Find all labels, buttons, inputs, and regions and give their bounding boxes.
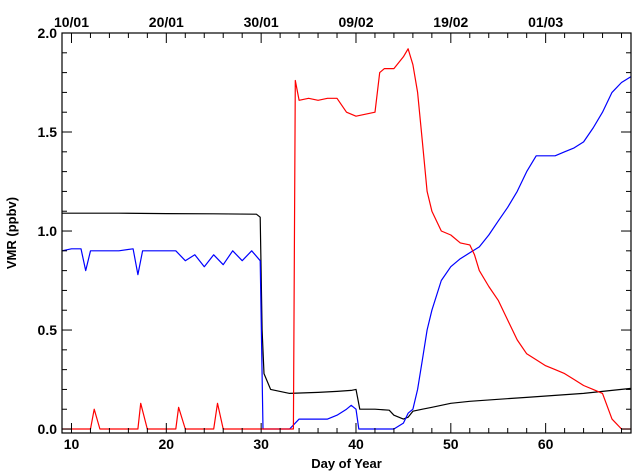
y-axis-title: VMR (ppbv): [4, 197, 19, 269]
y-tick-label: 2.0: [38, 25, 58, 41]
top-date-label: 19/02: [433, 14, 468, 30]
x-tick-label: 20: [159, 436, 175, 452]
y-tick-label: 1.5: [38, 124, 58, 140]
series-line-2: [62, 48, 631, 430]
plot-frame: [61, 32, 632, 434]
top-date-label: 09/02: [338, 14, 373, 30]
x-tick-label: 40: [348, 436, 364, 452]
ticks-layer: [62, 32, 631, 433]
series-layer: [61, 48, 632, 430]
y-tick-label: 0.5: [38, 322, 58, 338]
tick-labels-layer: 10 20 30 40 50 60 0.0 0.5 1.0 1.5 2.010/01 20/01 30/…: [38, 14, 564, 452]
x-tick-label: 10: [64, 436, 80, 452]
x-tick-label: 50: [443, 436, 459, 452]
top-date-label: 01/03: [528, 14, 563, 30]
x-tick-label: 60: [538, 436, 554, 452]
y-tick-label: 0.0: [38, 421, 58, 437]
top-date-label: 20/01: [149, 14, 184, 30]
x-tick-label: 30: [253, 436, 269, 452]
top-date-label: 30/01: [244, 14, 279, 30]
y-tick-label: 1.0: [38, 223, 58, 239]
series-line-0: [62, 212, 632, 420]
x-axis-title: Day of Year: [311, 456, 382, 471]
series-line-1: [61, 76, 632, 430]
top-date-label: 10/01: [54, 14, 89, 30]
